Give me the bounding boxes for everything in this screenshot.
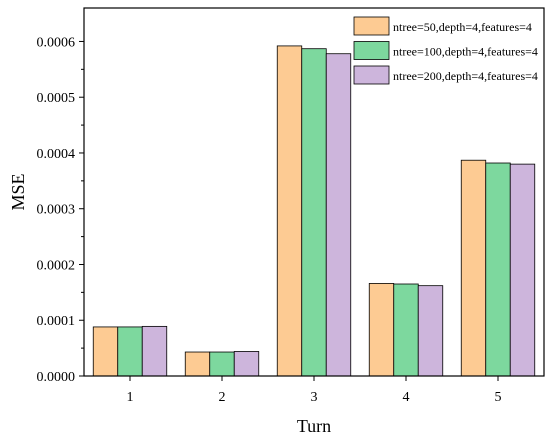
legend: ntree=50,depth=4,features=4 ntree=100,dep…: [353, 16, 538, 85]
bar-1-turn-4: [368, 283, 395, 377]
bar-1-turn-1: [92, 326, 119, 377]
bar-1-turn-2: [184, 351, 211, 377]
bar-1-turn-5: [460, 159, 487, 377]
bars-layer: [92, 45, 536, 377]
x-tick-label: 1: [127, 390, 134, 405]
legend-label-1: ntree=50,depth=4,features=4: [393, 20, 532, 34]
x-axis-title: Turn: [297, 416, 331, 436]
bar-3-turn-4: [417, 285, 444, 377]
x-tick-label: 5: [495, 390, 502, 405]
bar-2-turn-3: [301, 48, 327, 377]
x-tick-label: 2: [219, 390, 226, 405]
legend-swatch-1: [353, 16, 390, 36]
bar-3-turn-1: [141, 325, 168, 377]
y-tick-label: 0.0003: [37, 203, 76, 218]
bar-2-turn-5: [485, 162, 511, 377]
y-tick-label: 0.0000: [37, 370, 76, 385]
bar-2-turn-4: [393, 283, 419, 377]
legend-label-3: ntree=200,depth=4,features=4: [393, 69, 538, 83]
y-tick-label: 0.0005: [37, 91, 76, 106]
legend-swatch-3: [353, 65, 390, 85]
y-tick-label: 0.0002: [37, 258, 76, 273]
bar-2-turn-1: [117, 326, 143, 377]
x-axis: 1 2 3 4 5: [127, 376, 502, 405]
x-tick-label: 4: [403, 390, 410, 405]
y-tick-label: 0.0006: [37, 35, 76, 50]
y-tick-label: 0.0001: [37, 314, 76, 329]
legend-swatch-2: [353, 41, 390, 60]
bar-2-turn-2: [209, 351, 235, 377]
x-tick-label: 3: [311, 390, 318, 405]
y-axis: 0.0000 0.0001 0.0002 0.0003 0.0004 0.0005 0.00…: [37, 35, 84, 385]
bar-3-turn-2: [233, 351, 260, 377]
y-axis-title: MSE: [8, 173, 28, 210]
legend-label-2: ntree=100,depth=4,features=4: [393, 45, 538, 59]
bar-3-turn-5: [509, 163, 536, 377]
bar-3-turn-3: [325, 53, 352, 377]
y-tick-label: 0.0004: [37, 147, 76, 162]
bar-1-turn-3: [276, 45, 303, 377]
